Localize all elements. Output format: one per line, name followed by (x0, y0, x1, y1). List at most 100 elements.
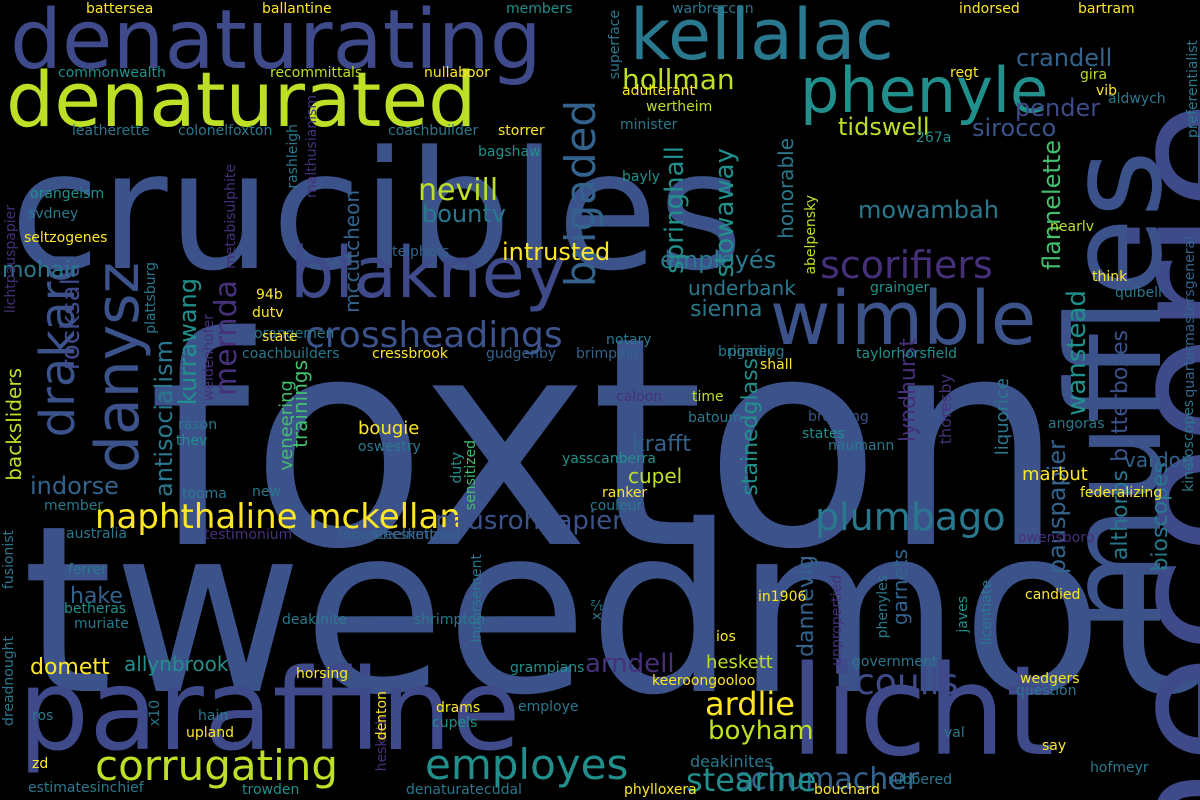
word: sirocco (972, 114, 1057, 142)
word: trowden (242, 782, 300, 798)
word: kellalac (630, 0, 894, 76)
word: krafft (632, 432, 692, 457)
word: intrusted (502, 238, 611, 266)
word: tweedmouth (22, 476, 1200, 746)
word: preferentialist (1185, 40, 1200, 138)
word: gudgenby (486, 346, 557, 362)
word: garnets (888, 549, 912, 626)
word: hake (70, 584, 123, 609)
word: new (252, 484, 281, 500)
word: lichtpauspapier (3, 205, 19, 314)
word: ballantine (262, 1, 332, 17)
word: state (262, 329, 298, 345)
word: leatherette (72, 123, 150, 139)
word: kinetoscopes (1181, 400, 1197, 492)
word: minister (620, 117, 678, 133)
word: recommittals (270, 65, 363, 81)
word: underbank (688, 276, 796, 300)
word: tidswell (838, 113, 930, 141)
word: commonwealth (58, 65, 166, 81)
word: regt (950, 65, 979, 81)
word: liquorice (992, 378, 1013, 456)
word: cupel (628, 464, 683, 488)
word: vardon (1124, 448, 1194, 472)
word: shall (760, 357, 793, 373)
word: stearine (686, 761, 817, 799)
word: wedgers (1020, 671, 1080, 687)
word: denaturated (6, 55, 477, 144)
word: 267a (916, 130, 952, 146)
word: bougie (358, 418, 420, 439)
word: antisocialism (150, 340, 178, 497)
word: candied (1025, 587, 1081, 603)
word: zd (32, 756, 49, 772)
word: scorifiers (820, 243, 993, 287)
word: say (1042, 738, 1067, 754)
word: thoresby (936, 374, 955, 445)
word: duty (449, 452, 465, 484)
word: rason (178, 417, 218, 433)
word: grampians (510, 660, 585, 676)
word: gira (1080, 67, 1108, 83)
word: drams (436, 700, 481, 716)
word: coachbuilders (242, 346, 340, 362)
word: time (692, 389, 724, 405)
word: storrer (498, 123, 545, 139)
word: rashleigh (285, 124, 301, 189)
word: nevill (418, 173, 499, 208)
word: bartram (1078, 1, 1135, 17)
word: employés (660, 246, 777, 274)
word: ros (32, 708, 54, 724)
word: naphthaline mckellan (95, 497, 461, 537)
word: flannelette (1038, 140, 1066, 271)
word: cudal (484, 782, 522, 798)
word: x½ (589, 596, 605, 621)
word: svdney (28, 206, 79, 222)
word: ferrer (68, 562, 107, 578)
word: question (1016, 683, 1077, 699)
word: testimonium (204, 527, 293, 543)
word: superface (607, 10, 623, 80)
word: rocksalt (56, 268, 86, 371)
word: indorse (30, 472, 119, 500)
word: employes (425, 740, 629, 789)
word: bioscopes (1148, 462, 1173, 572)
word: cressbrook (372, 346, 448, 362)
word: deakinite (282, 612, 347, 628)
word: deakinites (690, 752, 773, 771)
word: member (44, 498, 104, 514)
word: estimatesinchief (28, 780, 144, 796)
word: phylloxera (624, 782, 697, 798)
word: dutv (252, 305, 284, 321)
word: steelrimmed (372, 527, 461, 543)
word: hofmeyr (1090, 760, 1149, 776)
word: indorsed (959, 1, 1020, 17)
word: sensitized (463, 440, 479, 511)
word: owensboro (1018, 530, 1095, 546)
word: wimble (770, 276, 1037, 362)
word: think (1092, 269, 1128, 285)
word: fusionist (1, 530, 17, 590)
word: danysz (83, 262, 153, 474)
word: crandell (1016, 44, 1113, 72)
word: blakney (290, 232, 567, 314)
word: bronzing (808, 409, 869, 425)
word: plumbago (815, 495, 1006, 539)
word: brigading (718, 344, 785, 360)
word: malthusianism (304, 95, 320, 198)
word: plattsburg (143, 262, 159, 334)
word: orangeism (30, 186, 105, 202)
word: boyham (708, 716, 814, 746)
word: springhall (660, 146, 690, 274)
word: wertheim (646, 99, 713, 115)
word: colonelfoxton (178, 123, 273, 139)
word: phenyles (875, 575, 891, 639)
word: coulls (855, 662, 959, 703)
word: ardlie (705, 685, 795, 723)
word: naumann (828, 438, 895, 454)
word: quibell (1115, 285, 1162, 301)
word: licentiate (979, 580, 995, 646)
word: paraffine (18, 646, 521, 776)
word: stainedglass (738, 358, 763, 496)
word: heskett (706, 652, 773, 673)
